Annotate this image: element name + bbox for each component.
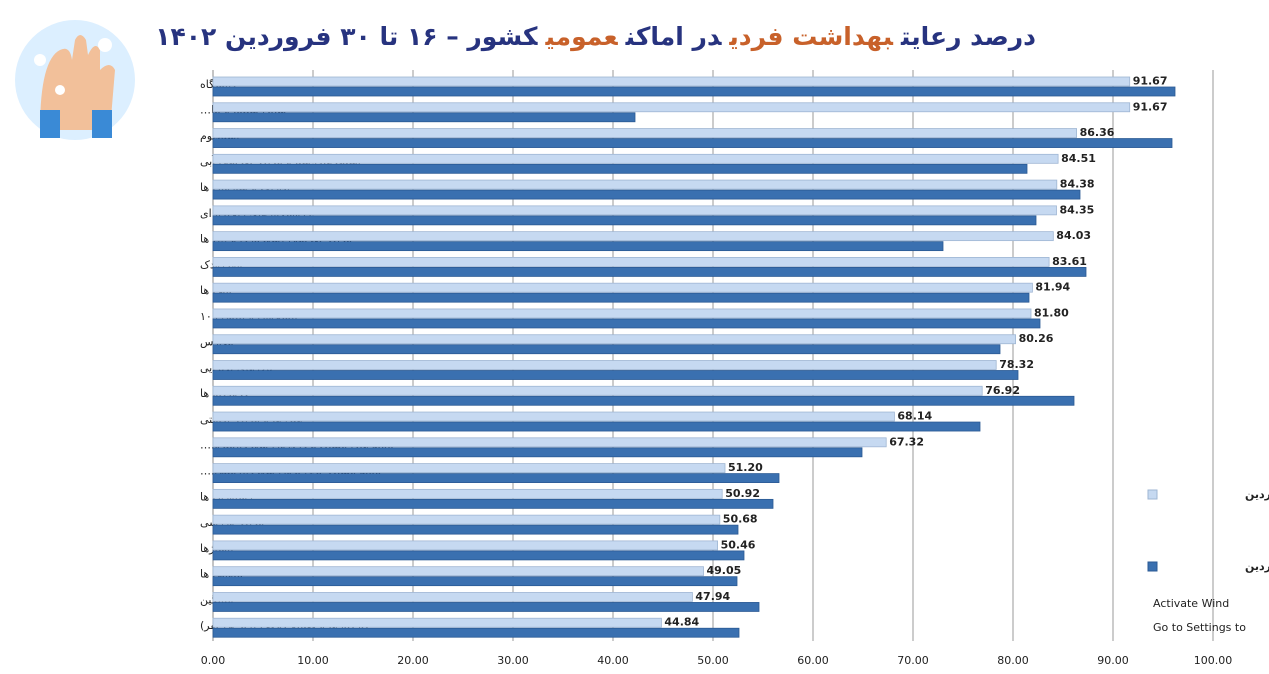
data-label: 81.80 xyxy=(1034,306,1069,319)
bar xyxy=(212,395,1075,406)
data-label: 50.46 xyxy=(721,538,756,551)
bar xyxy=(212,550,745,561)
bar xyxy=(212,267,1087,277)
bar xyxy=(212,360,997,370)
bar xyxy=(212,344,1001,355)
bar xyxy=(212,76,1131,87)
title-part: عمومی xyxy=(545,22,618,51)
bar xyxy=(212,488,723,499)
x-tick-label: 10.00 xyxy=(297,654,329,667)
watermark-text: Activate Wind xyxy=(1153,597,1229,610)
legend-swatch xyxy=(1147,561,1158,572)
bar xyxy=(212,292,1030,303)
title-part: درصد رعایت xyxy=(901,22,1036,51)
data-label: 47.94 xyxy=(695,590,730,603)
data-label: 84.03 xyxy=(1056,229,1091,242)
bar xyxy=(212,473,780,483)
bar xyxy=(212,179,1058,190)
bar xyxy=(212,592,693,602)
bar xyxy=(212,576,738,587)
bar xyxy=(212,602,760,612)
bar xyxy=(212,524,739,535)
x-tick-label: 0.00 xyxy=(201,654,226,667)
data-label: 76.92 xyxy=(985,384,1020,397)
bar xyxy=(212,231,1054,242)
bar xyxy=(212,308,1032,319)
x-tick-label: 100.00 xyxy=(1194,654,1233,667)
x-tick-label: 70.00 xyxy=(897,654,929,667)
bar xyxy=(212,334,1016,345)
data-label: 84.38 xyxy=(1060,178,1095,191)
bar xyxy=(212,215,1037,226)
data-label: 84.35 xyxy=(1060,203,1095,216)
bar xyxy=(212,102,1131,113)
chart-title: درصد رعایتبهداشت فردیدر اماکنعمومیکشور –… xyxy=(155,22,1040,51)
watermark-text: Go to Settings to xyxy=(1153,621,1246,634)
icon xyxy=(15,20,135,140)
bar xyxy=(212,385,983,396)
legend-label: تا ۳۰ فروردین xyxy=(1245,488,1269,501)
title-part: بهداشت فردی xyxy=(729,22,894,51)
data-label: 68.14 xyxy=(897,410,932,423)
title-part: در اماکن xyxy=(625,22,722,51)
bar xyxy=(212,318,1041,329)
bar xyxy=(212,282,1033,293)
bar xyxy=(212,627,740,638)
data-label: 51.20 xyxy=(728,461,763,474)
legend-swatch xyxy=(1147,489,1158,500)
x-tick-label: 30.00 xyxy=(497,654,529,667)
x-tick-label: 50.00 xyxy=(697,654,729,667)
x-tick-label: 60.00 xyxy=(797,654,829,667)
bar xyxy=(212,257,1050,267)
data-label: 80.26 xyxy=(1019,332,1054,345)
data-label: 50.68 xyxy=(723,513,758,526)
bar xyxy=(212,163,1028,174)
bar xyxy=(212,112,636,123)
data-label: 84.51 xyxy=(1061,152,1096,165)
bar xyxy=(212,370,1019,380)
data-label: 44.84 xyxy=(664,616,699,629)
data-label: 78.32 xyxy=(999,358,1034,371)
title-part: کشور – ۱۶ تا ۳۰ فروردین ۱۴۰۲ xyxy=(155,22,538,51)
bar xyxy=(212,86,1176,97)
bar xyxy=(212,138,1173,148)
bar xyxy=(212,128,1077,138)
data-label: 50.92 xyxy=(725,487,760,500)
bar xyxy=(212,241,944,252)
bar xyxy=(212,617,662,628)
bar xyxy=(212,411,895,422)
data-label: 67.32 xyxy=(889,435,924,448)
bar xyxy=(212,437,887,448)
data-label: 49.05 xyxy=(707,564,742,577)
x-tick-label: 80.00 xyxy=(997,654,1029,667)
bar xyxy=(212,421,981,432)
data-label: 91.67 xyxy=(1133,100,1168,113)
data-label: 83.61 xyxy=(1052,255,1087,268)
bar xyxy=(212,153,1059,164)
x-tick-label: 40.00 xyxy=(597,654,629,667)
x-tick-label: 90.00 xyxy=(1097,654,1129,667)
bar xyxy=(212,447,863,458)
data-label: 81.94 xyxy=(1035,281,1070,294)
bar xyxy=(212,540,719,551)
data-label: 91.67 xyxy=(1133,75,1168,88)
bar xyxy=(212,205,1057,216)
legend-label: تا ۲۳ فروردین xyxy=(1245,560,1269,573)
x-tick-label: 20.00 xyxy=(397,654,429,667)
bar xyxy=(212,498,774,509)
bar xyxy=(212,514,721,525)
bar xyxy=(212,566,704,577)
data-label: 86.36 xyxy=(1080,126,1115,139)
bar xyxy=(212,463,726,473)
bar xyxy=(212,189,1081,200)
